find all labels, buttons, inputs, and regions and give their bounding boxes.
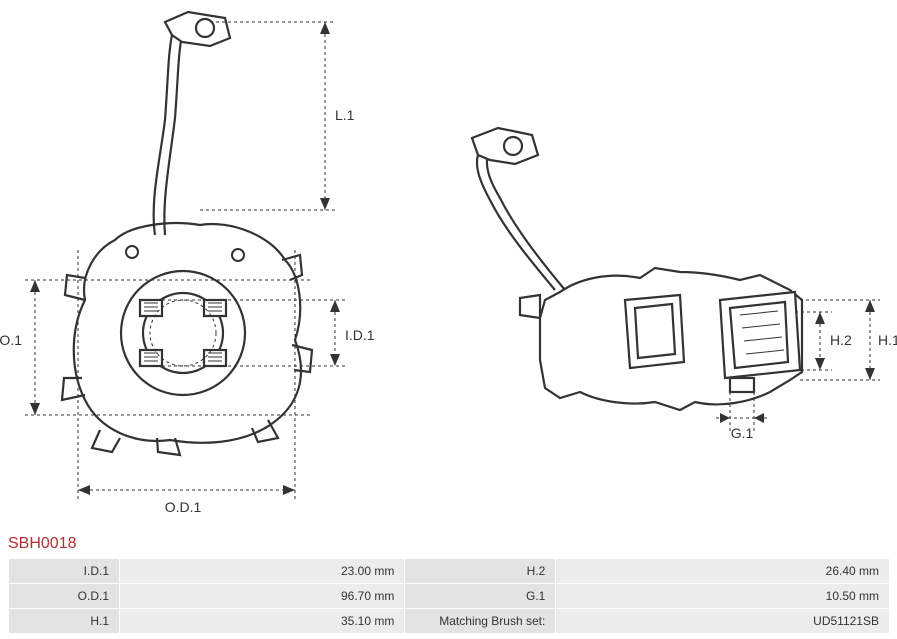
spec-val: 96.70 mm — [120, 584, 404, 608]
spec-key: G.1 — [405, 584, 555, 608]
label-od1: O.D.1 — [165, 499, 202, 515]
label-id1: I.D.1 — [345, 327, 375, 343]
dim-o1: O.1 — [0, 280, 40, 415]
left-view: O.D.1 O.1 I.D.1 — [0, 12, 375, 515]
spec-key: I.D.1 — [9, 559, 119, 583]
spec-val: 26.40 mm — [556, 559, 889, 583]
dim-g1: G.1 — [716, 413, 768, 441]
label-h1: H.1 — [878, 332, 897, 348]
right-view: H.1 H.2 G.1 — [472, 128, 897, 441]
dim-id1: I.D.1 — [330, 300, 375, 366]
label-g1: G.1 — [731, 425, 754, 441]
page-root: O.D.1 O.1 I.D.1 — [0, 0, 897, 639]
spec-val: 35.10 mm — [120, 609, 404, 633]
spec-table: I.D.1 23.00 mm H.2 26.40 mm O.D.1 96.70 … — [8, 558, 890, 634]
technical-drawing: O.D.1 O.1 I.D.1 — [0, 0, 897, 530]
spec-val: UD51121SB — [556, 609, 889, 633]
label-h2: H.2 — [830, 332, 852, 348]
table-row: O.D.1 96.70 mm G.1 10.50 mm — [9, 584, 889, 608]
spec-key: O.D.1 — [9, 584, 119, 608]
spec-key: H.2 — [405, 559, 555, 583]
dim-l1: L.1 — [320, 22, 355, 210]
spec-key: Matching Brush set: — [405, 609, 555, 633]
spec-val: 23.00 mm — [120, 559, 404, 583]
table-row: I.D.1 23.00 mm H.2 26.40 mm — [9, 559, 889, 583]
dim-h1: H.1 — [865, 300, 897, 380]
dim-od1: O.D.1 — [78, 485, 295, 515]
table-row: H.1 35.10 mm Matching Brush set: UD51121… — [9, 609, 889, 633]
part-number: SBH0018 — [8, 535, 77, 553]
dim-h2: H.2 — [815, 312, 852, 370]
spec-val: 10.50 mm — [556, 584, 889, 608]
label-l1: L.1 — [335, 107, 355, 123]
label-o1: O.1 — [0, 332, 22, 348]
spec-key: H.1 — [9, 609, 119, 633]
